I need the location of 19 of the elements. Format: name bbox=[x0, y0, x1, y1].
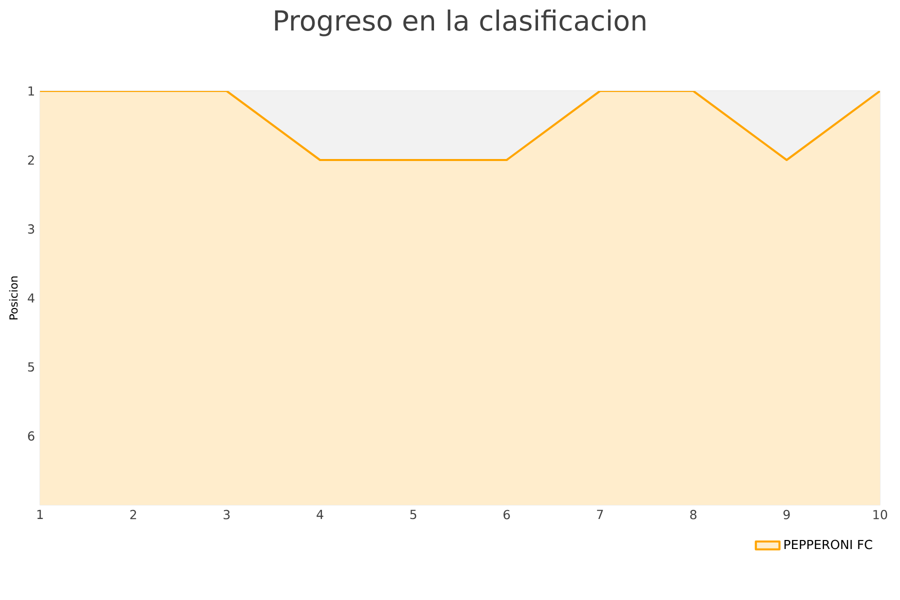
y-tick-label: 2 bbox=[28, 155, 34, 165]
x-tick-label: 7 bbox=[597, 510, 603, 519]
y-tick-label: 1 bbox=[28, 86, 34, 96]
legend-label: PEPPERONI FC bbox=[784, 540, 872, 550]
x-tick-label: 3 bbox=[224, 510, 230, 520]
y-tick-label: 4 bbox=[28, 293, 34, 303]
y-tick-label: 3 bbox=[28, 224, 34, 234]
x-tick-label: 2 bbox=[130, 510, 136, 520]
y-axis-title: Posicion bbox=[9, 276, 18, 320]
x-tick-label: 6 bbox=[504, 510, 510, 520]
y-tick-label: 5 bbox=[28, 362, 34, 372]
chart-title: Progreso en la clasificacion bbox=[275, 10, 646, 36]
x-tick-label: 10 bbox=[873, 510, 888, 520]
x-tick-label: 4 bbox=[316, 510, 324, 519]
x-tick-label: 8 bbox=[690, 510, 696, 520]
y-tick-label: 6 bbox=[28, 431, 34, 441]
x-tick-label: 9 bbox=[783, 510, 790, 520]
x-tick-label: 1 bbox=[37, 510, 43, 519]
x-tick-label: 5 bbox=[410, 510, 416, 520]
